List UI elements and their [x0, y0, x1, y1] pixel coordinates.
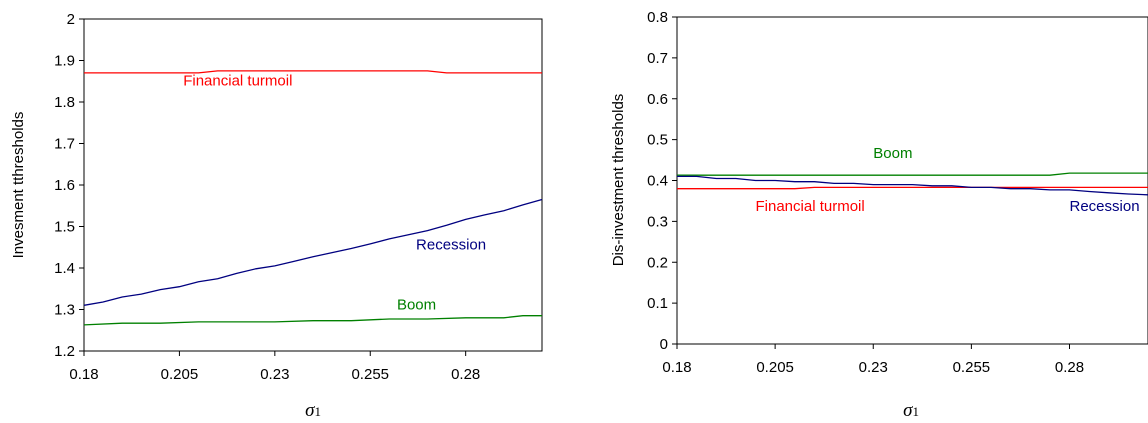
x-tick-label: 0.255 — [351, 366, 389, 383]
series-line-boom — [677, 172, 1148, 176]
series-annotation: Recession — [416, 236, 486, 253]
x-tick-label: 0.205 — [756, 359, 794, 376]
x-tick-label: 0.18 — [662, 359, 691, 376]
x-axis-subscript: 1 — [912, 404, 919, 419]
series-annotation: Financial turmoil — [756, 198, 865, 215]
y-tick-label: 0.6 — [647, 91, 668, 108]
y-tick-label: 1.4 — [54, 260, 75, 277]
x-tick-label: 0.23 — [260, 366, 289, 383]
x-ticks: 0.18 0.205 0.23 0.255 0.28 — [662, 344, 1084, 376]
y-ticks: 1.2 1.3 1.4 1.5 1.6 1.7 1.8 1.9 2 — [54, 11, 84, 360]
y-tick-label: 1.8 — [54, 94, 75, 111]
x-tick-label: 0.23 — [859, 359, 888, 376]
x-tick-label: 0.28 — [1055, 359, 1084, 376]
plot-frame — [676, 16, 1148, 345]
series-annotation: Recession — [1070, 198, 1140, 215]
series-annotation: Boom — [397, 297, 436, 314]
y-tick-label: 1.5 — [54, 219, 75, 236]
x-tick-label: 0.205 — [161, 366, 199, 383]
y-tick-label: 0.1 — [647, 295, 668, 312]
x-ticks: 0.18 0.205 0.23 0.255 0.28 — [69, 351, 480, 383]
x-axis-label: σ1 — [305, 400, 321, 421]
y-tick-label: 0.2 — [647, 254, 668, 271]
y-tick-label: 2 — [67, 11, 75, 28]
series-group — [83, 70, 543, 326]
series-group — [677, 172, 1148, 196]
x-axis-subscript: 1 — [314, 404, 321, 419]
y-tick-label: 1.9 — [54, 53, 75, 70]
y-tick-label: 0.5 — [647, 132, 668, 149]
series-annotation: Boom — [873, 145, 912, 162]
x-axis-symbol: σ — [305, 400, 315, 421]
annotations: Boom Financial turmoil Recession — [756, 145, 1140, 215]
x-axis-label: σ1 — [903, 400, 919, 421]
plot-frame — [83, 18, 543, 352]
y-tick-label: 1.2 — [54, 343, 75, 360]
y-tick-label: 0.8 — [647, 9, 668, 26]
chart-investment: 1.21.31.41.51.61.71.81.92 0.18 0.205 0.23 0… — [10, 11, 543, 421]
x-axis-symbol: σ — [903, 400, 913, 421]
x-tick-label: 0.18 — [69, 366, 98, 383]
y-tick-label: 0.4 — [647, 173, 668, 190]
y-tick-label: 0 — [660, 336, 668, 353]
x-tick-label: 0.255 — [953, 359, 991, 376]
series-line-financial — [677, 186, 1148, 190]
annotations: Financial turmoil Recession Boom — [183, 72, 486, 313]
series-line-recession — [83, 198, 543, 306]
series-line-recession — [677, 175, 1148, 196]
y-tick-label: 1.7 — [54, 136, 75, 153]
y-tick-label: 0.7 — [647, 50, 668, 67]
series-line-financial — [84, 70, 542, 74]
y-tick-label: 1.6 — [54, 177, 75, 194]
y-axis-label: Invesment tthresholds — [10, 112, 27, 259]
series-annotation: Financial turmoil — [183, 72, 292, 89]
y-tick-label: 0.3 — [647, 213, 668, 230]
y-axis-label: Dis-investment thresholds — [610, 94, 627, 267]
y-tick-label: 1.3 — [54, 302, 75, 319]
x-tick-label: 0.28 — [451, 366, 480, 383]
chart-disinvestment: 00.10.20.30.40.50.60.70.8 0.18 0.205 0.23 0… — [610, 9, 1148, 421]
series-line-boom — [83, 315, 542, 326]
y-ticks: 0 0.1 0.2 0.3 0.4 0.5 0.6 0.7 0.8 — [647, 9, 677, 353]
